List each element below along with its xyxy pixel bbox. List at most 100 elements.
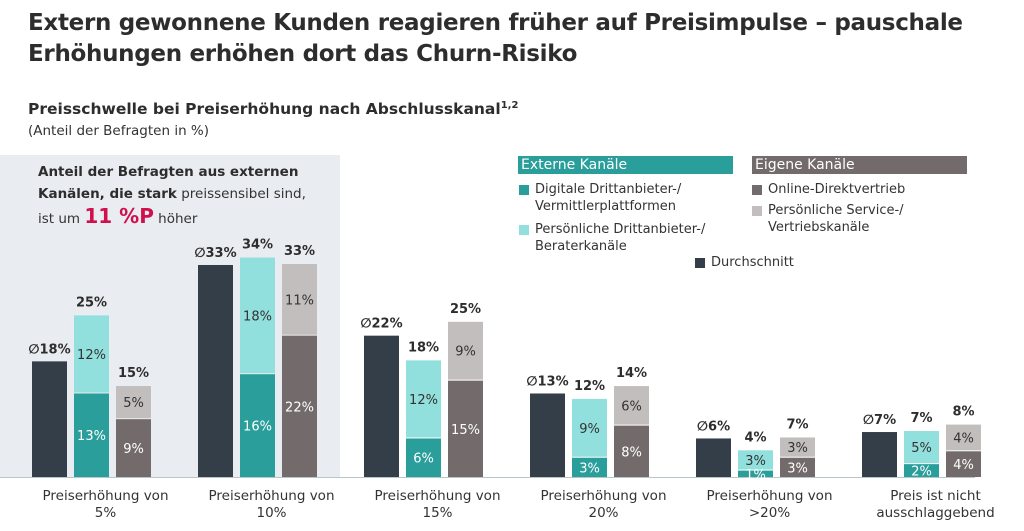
label-own-upper: 3% xyxy=(787,441,808,456)
bar-external-lower xyxy=(406,438,441,477)
bar-external-upper xyxy=(738,450,773,470)
label-external-total: 7% xyxy=(910,411,932,426)
footnote-ref: 1,2 xyxy=(500,100,519,111)
callout-highlight: 11 %P xyxy=(84,204,154,228)
callout-bold: Anteil der Befragten aus externen Kanäle… xyxy=(38,164,299,202)
label-external-upper: 9% xyxy=(579,422,600,437)
legend-digital: Digitale Drittanbieter-/ Vermittlerplatt… xyxy=(519,181,735,215)
label-own-lower: 15% xyxy=(451,423,480,438)
bar-average xyxy=(696,438,731,477)
bar-external-lower xyxy=(240,374,275,477)
label-external-upper: 12% xyxy=(409,393,438,408)
label-own-total: 7% xyxy=(786,417,808,432)
label-external-total: 34% xyxy=(242,238,273,253)
legend-personal-own: Persönliche Service-/ Vertriebskanäle xyxy=(752,202,928,236)
label-own-lower: 22% xyxy=(285,400,314,415)
label-own-lower: 9% xyxy=(123,442,144,457)
legend-label: Durchschnitt xyxy=(711,255,794,270)
label-external-upper: 18% xyxy=(243,309,272,324)
bar-average xyxy=(32,361,67,477)
label-average: ∅6% xyxy=(697,419,730,434)
legend-average: Durchschnitt xyxy=(695,254,794,271)
bar-external-upper xyxy=(406,360,441,438)
x-tick-label: Preiserhöhung von 15% xyxy=(374,488,501,521)
bar-external-upper xyxy=(74,315,109,393)
label-average: ∅33% xyxy=(194,246,236,261)
label-external-total: 18% xyxy=(408,340,439,355)
bar-average xyxy=(530,393,565,477)
label-external-lower: 16% xyxy=(243,420,272,435)
label-external-lower: 6% xyxy=(413,452,434,467)
label-external-total: 25% xyxy=(76,295,107,310)
label-own-total: 33% xyxy=(284,244,315,259)
bar-own-lower xyxy=(116,419,151,477)
bar-external-upper xyxy=(572,398,607,457)
bar-external-lower xyxy=(738,470,773,477)
label-average: ∅13% xyxy=(526,374,568,389)
title-line-1: Extern gewonnene Kunden reagieren früher… xyxy=(28,10,963,36)
bar-own-lower xyxy=(780,457,815,477)
label-own-lower: 4% xyxy=(953,458,974,473)
label-own-total: 14% xyxy=(616,366,647,381)
label-own-upper: 9% xyxy=(455,345,476,360)
label-own-upper: 6% xyxy=(621,399,642,414)
label-external-total: 12% xyxy=(574,379,605,394)
label-external-lower: 13% xyxy=(77,429,106,444)
label-own-total: 25% xyxy=(450,302,481,317)
label-external-upper: 5% xyxy=(911,441,932,456)
label-own-lower: 8% xyxy=(621,445,642,460)
legend-own-header: Eigene Kanäle xyxy=(752,156,967,174)
x-tick-label: Preiserhöhung von >20% xyxy=(706,488,833,521)
label-average: ∅22% xyxy=(360,317,402,332)
page-title: Extern gewonnene Kunden reagieren früher… xyxy=(28,8,963,70)
bar-own-lower xyxy=(614,425,649,477)
legend-swatch-personal-own xyxy=(752,206,762,216)
bar-own-upper xyxy=(780,437,815,457)
bar-own-lower xyxy=(448,380,483,477)
label-external-total: 4% xyxy=(744,430,766,445)
bar-own-upper xyxy=(448,321,483,380)
bar-external-lower xyxy=(904,464,939,477)
callout-suffix: höher xyxy=(153,211,198,227)
bar-own-upper xyxy=(116,386,151,419)
legend-swatch-digital xyxy=(519,185,529,195)
legend-swatch-online xyxy=(752,185,762,195)
label-external-lower: 2% xyxy=(911,465,932,480)
title-line-2: Erhöhungen erhöhen dort das Churn-Risiko xyxy=(28,41,578,67)
label-external-upper: 12% xyxy=(77,348,106,363)
legend-external-header: Externe Kanäle xyxy=(518,156,733,174)
callout-prefix: ist um xyxy=(38,211,85,227)
legend-label: Persönliche Drittanbieter-/ Beraterkanäl… xyxy=(535,222,706,254)
legend-label: Online-Direktvertrieb xyxy=(768,182,906,197)
label-own-lower: 3% xyxy=(787,461,808,476)
label-own-upper: 5% xyxy=(123,396,144,411)
x-tick-label: Preiserhöhung von 10% xyxy=(208,488,335,521)
callout-normal: preissensibel sind, xyxy=(176,186,306,202)
legend-label: Digitale Drittanbieter-/ Vermittlerplatt… xyxy=(535,182,682,214)
legend-swatch-personal-ext xyxy=(519,225,529,235)
bar-average xyxy=(364,335,399,477)
bar-own-upper xyxy=(282,264,317,335)
label-external-lower: 3% xyxy=(579,461,600,476)
legend-label: Persönliche Service-/ Vertriebskanäle xyxy=(768,203,904,235)
legend-swatch-average xyxy=(695,258,705,268)
bar-external-lower xyxy=(572,457,607,477)
bar-external-lower xyxy=(74,393,109,477)
unit-label: (Anteil der Befragten in %) xyxy=(28,123,210,139)
label-external-upper: 3% xyxy=(745,454,766,469)
label-own-total: 8% xyxy=(952,405,974,420)
label-average: ∅18% xyxy=(28,342,70,357)
label-own-total: 15% xyxy=(118,366,149,381)
bar-own-lower xyxy=(282,335,317,477)
bar-average xyxy=(862,432,897,477)
label-external-lower: 1% xyxy=(745,468,766,483)
chart-subtitle: Preisschwelle bei Preiserhöhung nach Abs… xyxy=(28,100,518,118)
bar-external-upper xyxy=(904,431,939,464)
label-own-upper: 4% xyxy=(953,431,974,446)
label-own-upper: 11% xyxy=(285,293,314,308)
bar-average xyxy=(198,265,233,477)
subtitle-text: Preisschwelle bei Preiserhöhung nach Abs… xyxy=(28,100,501,119)
callout-text: Anteil der Befragten aus externen Kanäle… xyxy=(38,161,338,230)
bar-external-upper xyxy=(240,257,275,374)
